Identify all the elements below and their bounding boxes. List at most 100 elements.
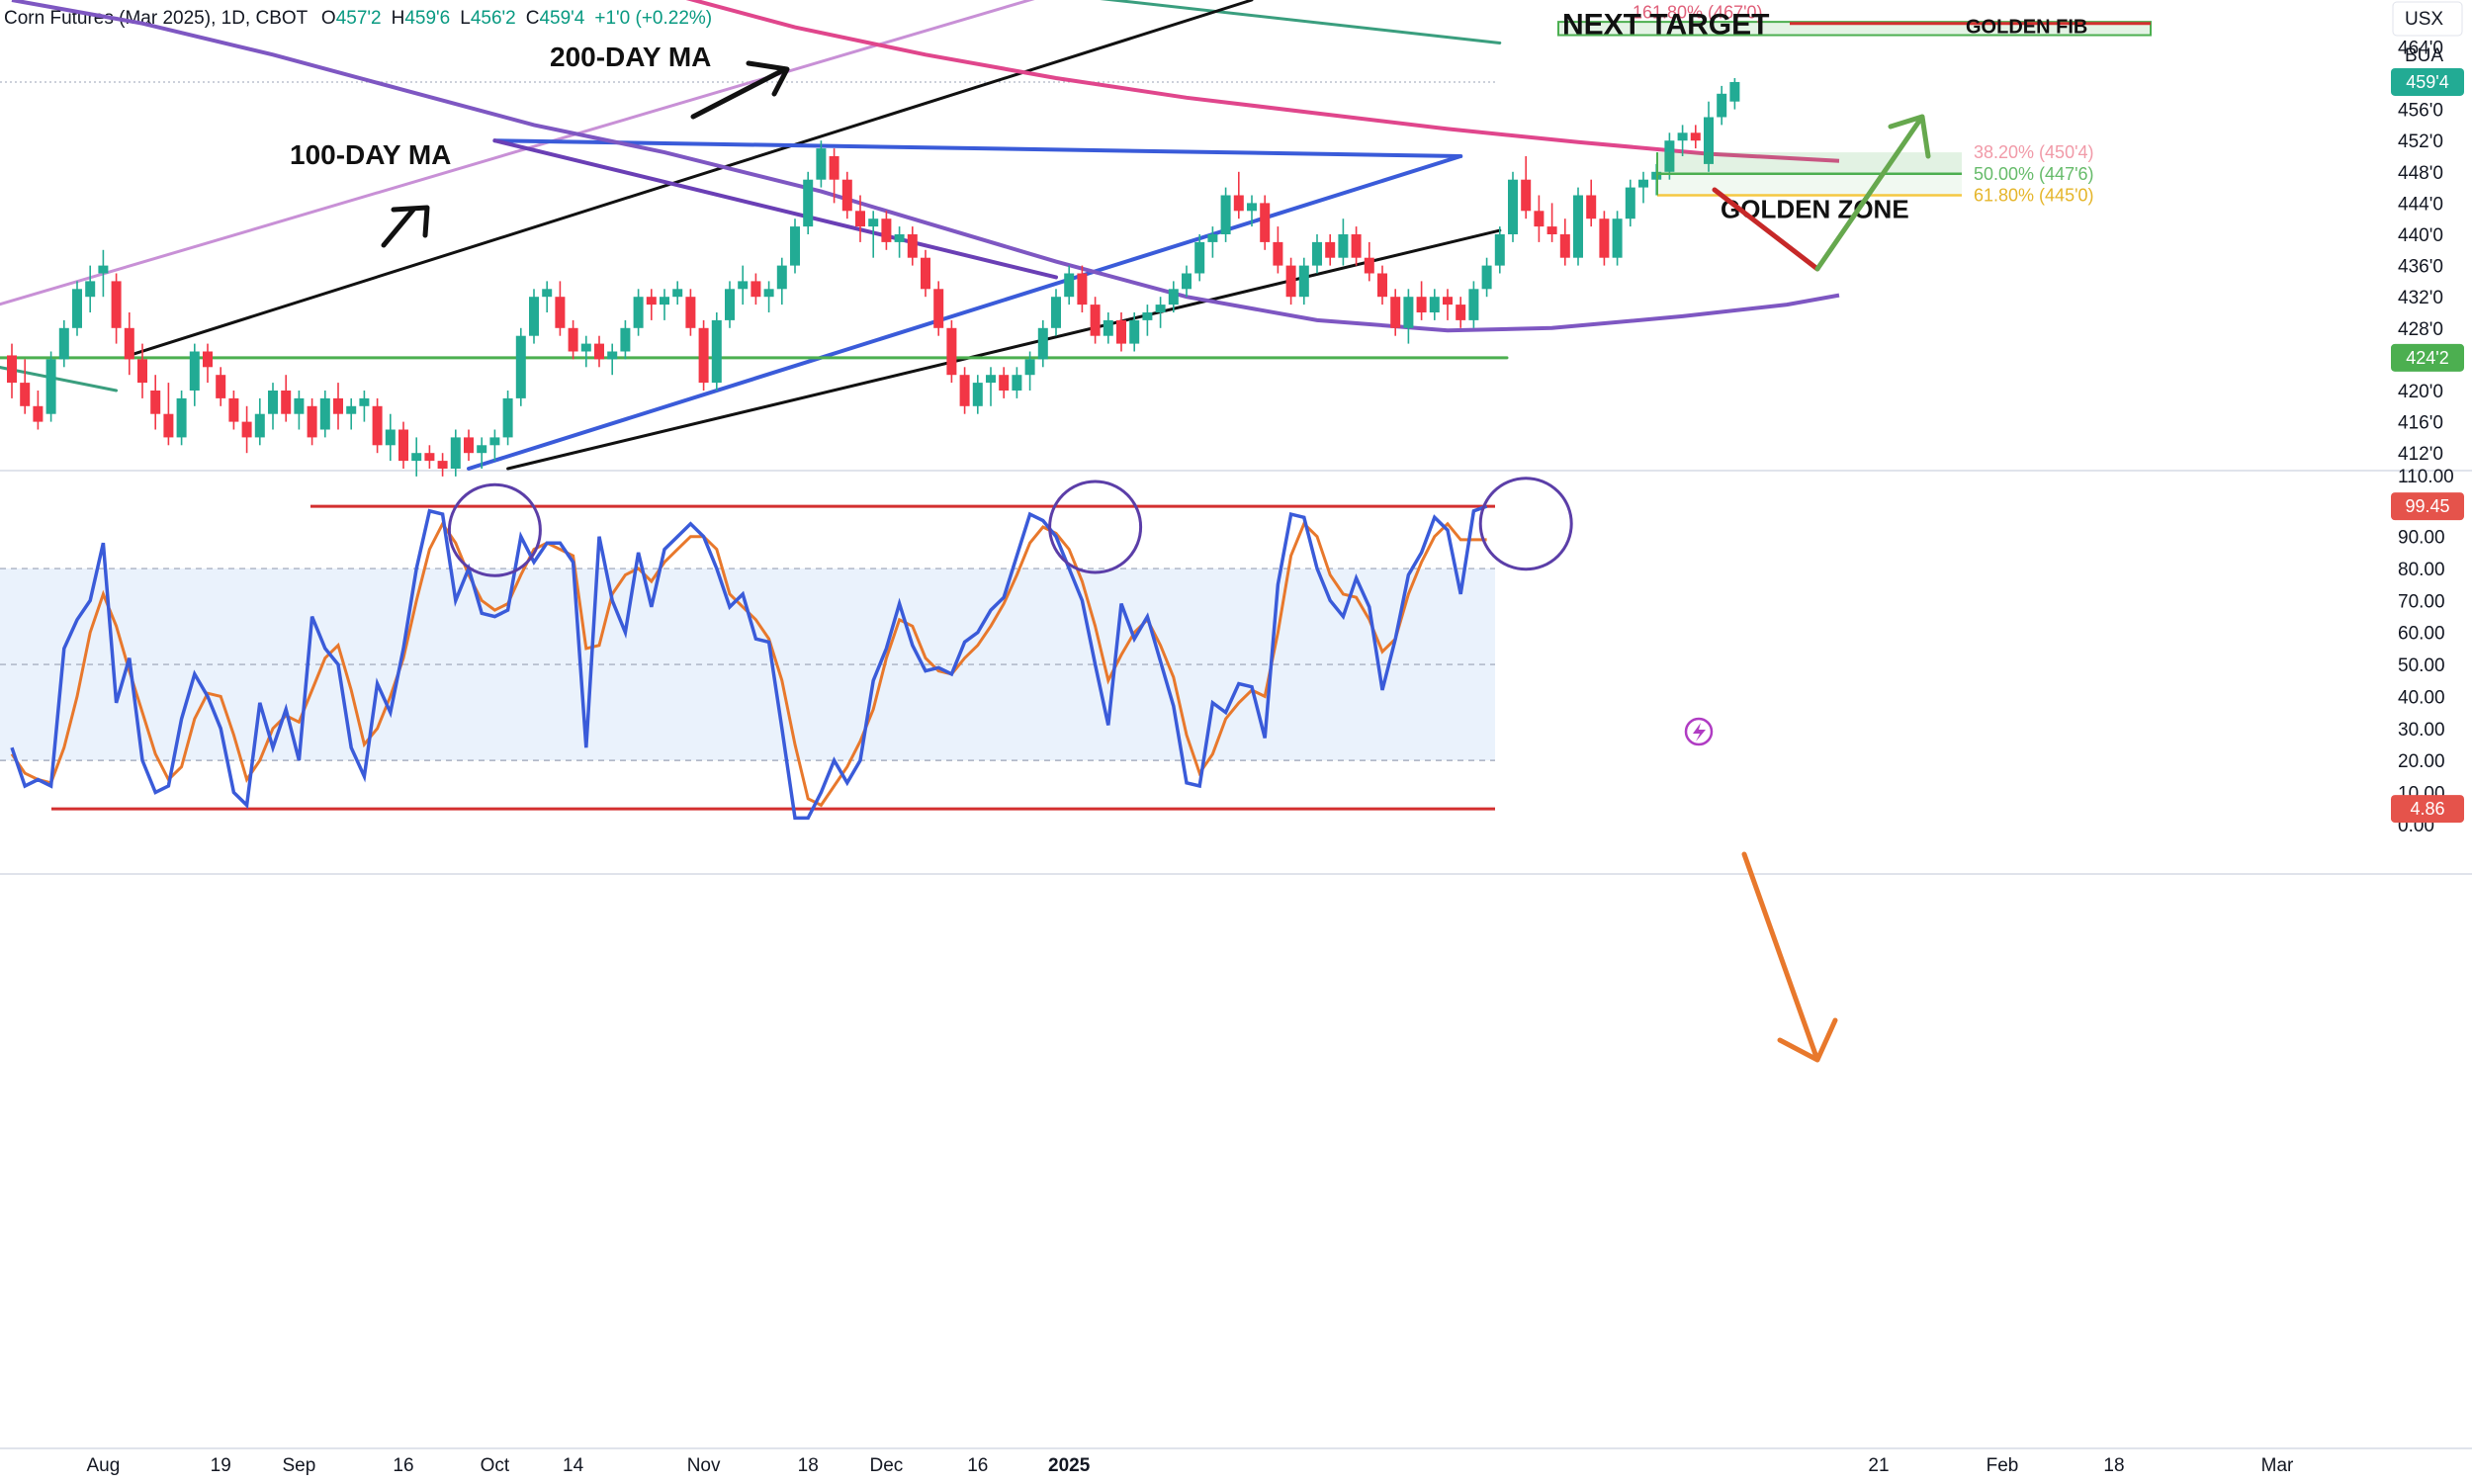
candle[interactable] [750, 273, 761, 306]
candle[interactable] [150, 375, 161, 430]
candle[interactable] [555, 281, 566, 336]
candle[interactable] [933, 281, 944, 336]
candle[interactable] [1037, 319, 1048, 368]
candle[interactable] [1247, 195, 1257, 227]
candle[interactable] [281, 375, 292, 422]
candle[interactable] [1233, 171, 1244, 219]
candle[interactable] [1729, 78, 1740, 110]
candle[interactable] [803, 171, 814, 234]
candle[interactable] [1325, 234, 1336, 266]
candle[interactable] [1207, 226, 1218, 258]
candle[interactable] [163, 383, 174, 446]
candle[interactable] [1403, 289, 1414, 344]
candle[interactable] [1012, 367, 1022, 398]
candle[interactable] [359, 391, 370, 422]
candle[interactable] [1090, 297, 1101, 344]
candle[interactable] [398, 421, 408, 469]
candle[interactable] [1481, 257, 1492, 298]
candle[interactable] [711, 312, 722, 391]
candle[interactable] [1024, 351, 1035, 392]
candlesticks[interactable] [7, 78, 1740, 477]
candle[interactable] [986, 367, 996, 406]
candle[interactable] [1599, 211, 1610, 266]
candle[interactable] [1416, 281, 1427, 320]
candle[interactable] [1468, 281, 1479, 328]
candle[interactable] [307, 397, 317, 446]
candle[interactable] [319, 391, 330, 438]
candle[interactable] [633, 289, 644, 336]
candle[interactable] [137, 343, 147, 398]
candle[interactable] [450, 429, 461, 477]
candle[interactable] [829, 148, 839, 204]
candle[interactable] [868, 211, 879, 258]
candle[interactable] [1168, 281, 1179, 312]
candle[interactable] [1704, 101, 1714, 172]
candle[interactable] [776, 257, 787, 306]
candle[interactable] [58, 319, 69, 368]
candle[interactable] [1273, 226, 1283, 274]
candle[interactable] [1103, 312, 1113, 344]
candle[interactable] [1546, 203, 1557, 242]
candle[interactable] [1077, 265, 1088, 312]
candle[interactable] [921, 249, 930, 298]
candle[interactable] [45, 351, 56, 422]
candle[interactable] [1573, 187, 1583, 266]
candle[interactable] [385, 413, 396, 462]
currency-box[interactable] [2392, 1, 2463, 37]
candle[interactable] [738, 265, 749, 306]
candle[interactable] [1142, 305, 1153, 336]
candle[interactable] [816, 140, 827, 188]
candle[interactable] [489, 429, 500, 462]
candle[interactable] [1559, 218, 1570, 266]
candle[interactable] [411, 437, 422, 477]
candle[interactable] [1312, 234, 1322, 274]
candle[interactable] [268, 383, 278, 430]
candle[interactable] [20, 359, 31, 414]
candle[interactable] [907, 226, 918, 266]
bolt-icon[interactable] [1684, 717, 1714, 746]
candle[interactable] [1612, 211, 1623, 266]
candle[interactable] [972, 375, 983, 414]
candle[interactable] [1285, 257, 1296, 306]
candle[interactable] [1508, 171, 1518, 242]
candle[interactable] [1116, 312, 1126, 352]
candle[interactable] [725, 281, 735, 328]
candle[interactable] [98, 249, 109, 298]
candle[interactable] [1182, 265, 1192, 298]
candle[interactable] [477, 437, 487, 469]
candle[interactable] [672, 281, 683, 306]
candle[interactable] [1638, 171, 1648, 204]
candle[interactable] [1443, 289, 1453, 320]
candle[interactable] [1494, 226, 1505, 274]
candle[interactable] [790, 218, 800, 274]
candle[interactable] [1521, 156, 1532, 219]
candle[interactable] [959, 367, 970, 414]
candle[interactable] [1351, 226, 1362, 266]
candle[interactable] [999, 367, 1010, 398]
candle[interactable] [1677, 125, 1688, 156]
candle[interactable] [841, 171, 852, 219]
candle[interactable] [685, 289, 696, 336]
candle[interactable] [228, 391, 239, 430]
candle[interactable] [502, 391, 513, 446]
candle[interactable] [542, 281, 553, 312]
candle[interactable] [515, 327, 526, 406]
candle[interactable] [1298, 257, 1309, 306]
candle[interactable] [333, 383, 343, 430]
candle[interactable] [660, 289, 669, 320]
candle[interactable] [1390, 289, 1401, 336]
candle[interactable] [111, 273, 122, 344]
candle[interactable] [698, 319, 709, 391]
candle[interactable] [1690, 125, 1701, 149]
candle[interactable] [294, 391, 305, 430]
candle[interactable] [1717, 85, 1727, 126]
candle[interactable] [1260, 195, 1271, 250]
candle[interactable] [1364, 241, 1374, 282]
candle[interactable] [1625, 179, 1635, 227]
candle[interactable] [646, 289, 657, 320]
unit-label[interactable]: BUA [2405, 45, 2443, 66]
price-axis[interactable]: 412'0416'0420'0424'0428'0432'0436'0440'0… [2398, 38, 2454, 835]
candle[interactable] [437, 453, 448, 477]
candle[interactable] [1586, 179, 1597, 227]
candle[interactable] [33, 391, 44, 430]
